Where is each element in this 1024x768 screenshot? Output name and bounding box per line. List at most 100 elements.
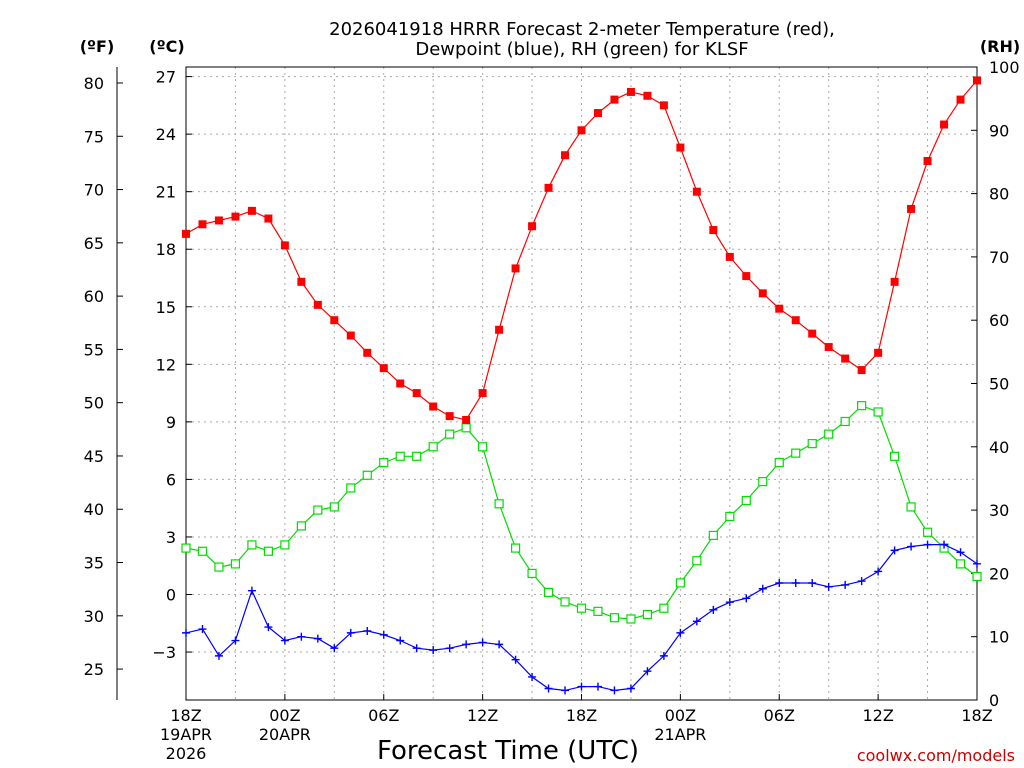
dewpoint-point-6: [280, 636, 289, 645]
rh-point-27: [626, 614, 636, 624]
rh-point-30: [675, 578, 685, 588]
dewpoint-point-16: [445, 644, 454, 653]
dewpoint-point-4: [247, 586, 256, 595]
dewpoint-point-17: [462, 640, 471, 649]
fahrenheit-tick-label-7: 45: [84, 447, 104, 466]
celsius-axis: 27 24 21 18 15 12 9 6 3 0 −3: [152, 68, 192, 662]
fahrenheit-tick-label-9: 35: [84, 554, 104, 573]
celsius-tick-label-1: 24: [156, 125, 176, 144]
dewpoint-series: [182, 540, 981, 695]
rh-point-3: [230, 559, 241, 569]
rh-point-43: [890, 451, 900, 461]
dewpoint-point-20: [511, 655, 520, 664]
rh-point-26: [609, 613, 620, 623]
dewpoint-point-14: [412, 644, 421, 653]
temperature-point-15: [429, 402, 438, 411]
rh-tick-label-1: 90: [989, 121, 1009, 140]
dewpoint-point-3: [231, 636, 240, 645]
rh-point-25: [593, 606, 603, 616]
temperature-point-37: [791, 316, 800, 325]
dewpoint-point-38: [808, 578, 817, 587]
temperature-point-13: [396, 379, 405, 388]
temperature-point-8: [313, 300, 322, 309]
temperature-point-21: [528, 222, 537, 231]
rh-point-12: [379, 458, 389, 468]
rh-point-24: [576, 603, 587, 613]
celsius-tick-label-8: 3: [166, 528, 176, 547]
fahrenheit-unit-label: (ºF): [80, 37, 115, 56]
dewpoint-point-22: [544, 684, 553, 693]
temperature-point-16: [445, 412, 454, 421]
dewpoint-point-44: [907, 542, 916, 551]
temperature-point-12: [379, 364, 388, 373]
time-tick-label-3: 12Z: [467, 706, 498, 725]
rh-tick-label-6: 40: [989, 438, 1009, 457]
dewpoint-point-40: [841, 580, 850, 589]
dewpoint-point-35: [758, 584, 767, 593]
time-tick-label-6: 06Z: [764, 706, 795, 725]
rh-point-45: [922, 527, 933, 537]
rh-point-16: [445, 429, 455, 439]
time-year-label-0: 2026: [166, 744, 207, 763]
temperature-point-42: [874, 348, 883, 357]
rh-point-38: [807, 439, 817, 449]
rh-point-17: [461, 423, 471, 433]
celsius-tick-label-4: 15: [156, 298, 176, 317]
fahrenheit-tick-label-11: 25: [84, 660, 104, 679]
rh-point-31: [692, 556, 702, 566]
temperature-series: [182, 76, 981, 424]
temperature-point-5: [264, 214, 273, 223]
rh-point-14: [412, 451, 422, 461]
rh-tick-label-8: 20: [989, 564, 1009, 583]
temperature-point-39: [824, 343, 833, 352]
temperature-point-14: [412, 389, 421, 398]
rh-tick-label-5: 50: [989, 375, 1009, 394]
rh-point-36: [774, 458, 784, 468]
temperature-point-43: [890, 277, 899, 286]
dewpoint-point-36: [775, 578, 784, 587]
celsius-tick-label-9: 0: [166, 586, 176, 605]
dewpoint-point-37: [791, 578, 800, 587]
dewpoint-point-5: [264, 623, 273, 632]
temperature-point-36: [775, 304, 784, 313]
rh-tick-label-10: 0: [989, 691, 999, 710]
temperature-point-27: [626, 87, 635, 96]
rh-point-29: [659, 603, 669, 613]
fahrenheit-tick-label-10: 30: [84, 607, 104, 626]
dewpoint-point-42: [874, 567, 883, 576]
dewpoint-point-7: [297, 632, 306, 641]
temperature-point-2: [214, 216, 223, 225]
rh-point-21: [527, 568, 537, 579]
rh-tick-label-9: 10: [989, 628, 1009, 647]
rh-point-9: [329, 502, 339, 512]
temperature-point-45: [923, 156, 932, 165]
rh-point-37: [791, 448, 801, 458]
dewpoint-point-18: [478, 638, 487, 647]
dewpoint-point-31: [692, 617, 701, 626]
temperature-point-24: [577, 126, 586, 135]
dewpoint-point-26: [610, 686, 619, 695]
temperature-point-3: [231, 212, 240, 221]
temperature-point-4: [247, 206, 256, 215]
dewpoint-point-25: [593, 682, 602, 691]
dewpoint-point-1: [198, 625, 207, 634]
rh-point-23: [560, 597, 570, 607]
dewpoint-point-29: [659, 651, 668, 660]
temperature-point-47: [956, 95, 965, 104]
time-date-label-5: 21APR: [654, 725, 706, 744]
rh-tick-label-4: 60: [989, 311, 1009, 330]
temperature-point-33: [725, 252, 734, 261]
dewpoint-point-28: [643, 667, 652, 676]
temperature-point-6: [280, 241, 289, 250]
credit-text: coolwx.com/models: [857, 746, 1015, 765]
temperature-point-22: [544, 183, 553, 192]
dewpoint-point-33: [725, 598, 734, 607]
dewpoint-point-41: [857, 577, 866, 586]
celsius-tick-label-0: 27: [156, 68, 176, 87]
celsius-tick-label-3: 18: [156, 240, 176, 259]
rh-point-48: [972, 571, 982, 582]
rh-point-34: [741, 496, 751, 506]
rh-tick-label-2: 80: [989, 185, 1009, 204]
rh-point-2: [214, 562, 224, 572]
temperature-point-25: [593, 109, 602, 118]
